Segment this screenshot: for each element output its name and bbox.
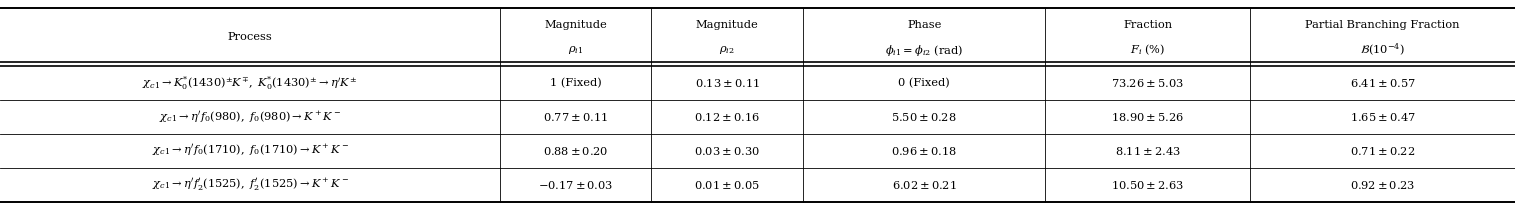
Text: Process: Process — [227, 32, 273, 42]
Text: $0.01 \pm 0.05$: $0.01 \pm 0.05$ — [694, 179, 761, 191]
Text: Partial Branching Fraction: Partial Branching Fraction — [1306, 20, 1459, 30]
Text: $0.96 \pm 0.18$: $0.96 \pm 0.18$ — [891, 145, 957, 157]
Text: Magnitude: Magnitude — [695, 20, 759, 30]
Text: $F_i$ (%): $F_i$ (%) — [1130, 43, 1165, 57]
Text: $\chi_{c1} \to K_0^{*}(1430)^{\pm}K^{\mp},\ K_0^{*}(1430)^{\pm} \to \eta^{\prime: $\chi_{c1} \to K_0^{*}(1430)^{\pm}K^{\mp… — [142, 75, 358, 92]
Text: Phase: Phase — [907, 20, 941, 30]
Text: Fraction: Fraction — [1123, 20, 1173, 30]
Text: 0 (Fixed): 0 (Fixed) — [898, 78, 950, 88]
Text: $\chi_{c1} \to \eta^{\prime} f_2^{\prime}(1525),\ f_2^{\prime}(1525) \to K^+K^-$: $\chi_{c1} \to \eta^{\prime} f_2^{\prime… — [152, 177, 348, 193]
Text: $1.65 \pm 0.47$: $1.65 \pm 0.47$ — [1350, 111, 1415, 123]
Text: $0.13 \pm 0.11$: $0.13 \pm 0.11$ — [695, 77, 759, 89]
Text: $0.92 \pm 0.23$: $0.92 \pm 0.23$ — [1350, 179, 1415, 191]
Text: $10.50 \pm 2.63$: $10.50 \pm 2.63$ — [1110, 179, 1185, 191]
Text: $\mathcal{B}(10^{-4})$: $\mathcal{B}(10^{-4})$ — [1360, 42, 1404, 58]
Text: $8.11 \pm 2.43$: $8.11 \pm 2.43$ — [1115, 145, 1180, 157]
Text: Magnitude: Magnitude — [544, 20, 608, 30]
Text: $\chi_{c1} \to \eta^{\prime} f_0(980),\ f_0(980) \to K^+K^-$: $\chi_{c1} \to \eta^{\prime} f_0(980),\ … — [159, 110, 341, 125]
Text: $6.41 \pm 0.57$: $6.41 \pm 0.57$ — [1350, 77, 1415, 89]
Text: $0.88 \pm 0.20$: $0.88 \pm 0.20$ — [544, 145, 608, 157]
Text: $\rho_{i1}$: $\rho_{i1}$ — [568, 44, 583, 56]
Text: $\phi_{i1} = \phi_{i2}$ (rad): $\phi_{i1} = \phi_{i2}$ (rad) — [885, 43, 964, 58]
Text: $0.12 \pm 0.16$: $0.12 \pm 0.16$ — [694, 111, 761, 123]
Text: 1 (Fixed): 1 (Fixed) — [550, 78, 601, 88]
Text: $\chi_{c1} \to \eta^{\prime} f_0(1710),\ f_0(1710) \to K^+K^-$: $\chi_{c1} \to \eta^{\prime} f_0(1710),\… — [152, 143, 348, 158]
Text: $0.77 \pm 0.11$: $0.77 \pm 0.11$ — [542, 111, 609, 123]
Text: $0.71 \pm 0.22$: $0.71 \pm 0.22$ — [1350, 145, 1415, 157]
Text: $18.90 \pm 5.26$: $18.90 \pm 5.26$ — [1110, 111, 1185, 123]
Text: $73.26 \pm 5.03$: $73.26 \pm 5.03$ — [1112, 77, 1183, 89]
Text: $6.02 \pm 0.21$: $6.02 \pm 0.21$ — [892, 179, 956, 191]
Text: $0.03 \pm 0.30$: $0.03 \pm 0.30$ — [694, 145, 761, 157]
Text: $\rho_{i2}$: $\rho_{i2}$ — [720, 44, 735, 56]
Text: $-0.17 \pm 0.03$: $-0.17 \pm 0.03$ — [538, 179, 614, 191]
Text: $5.50 \pm 0.28$: $5.50 \pm 0.28$ — [891, 111, 957, 123]
